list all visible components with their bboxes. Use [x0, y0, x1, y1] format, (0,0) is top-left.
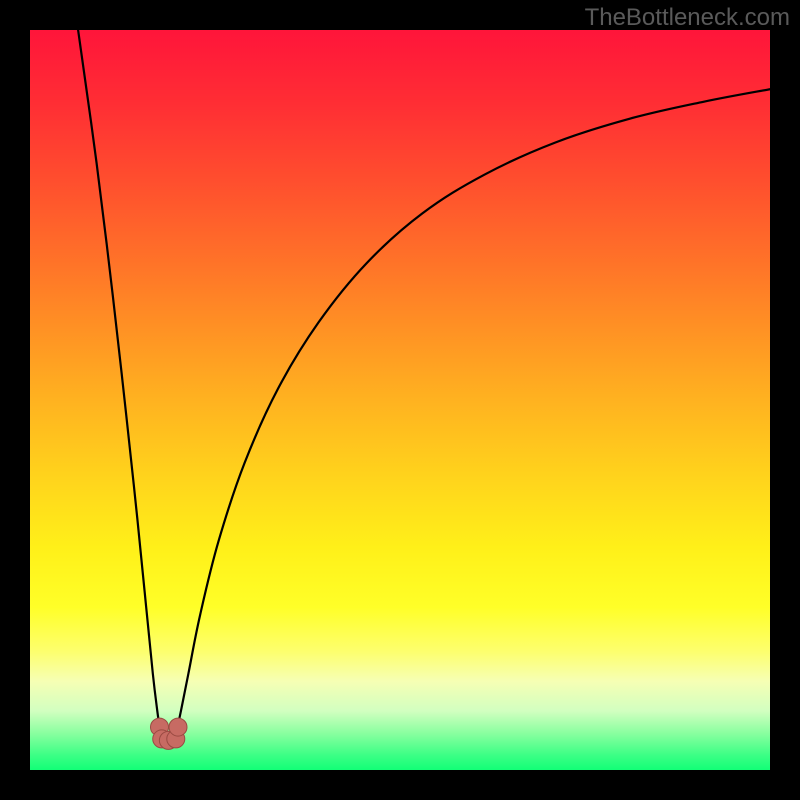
- chart-svg: [30, 30, 770, 770]
- chart-frame: TheBottleneck.com: [0, 0, 800, 800]
- balance-marker: [169, 718, 187, 736]
- watermark-text: TheBottleneck.com: [585, 4, 790, 32]
- plot-area: [30, 30, 770, 770]
- gradient-background: [30, 30, 770, 770]
